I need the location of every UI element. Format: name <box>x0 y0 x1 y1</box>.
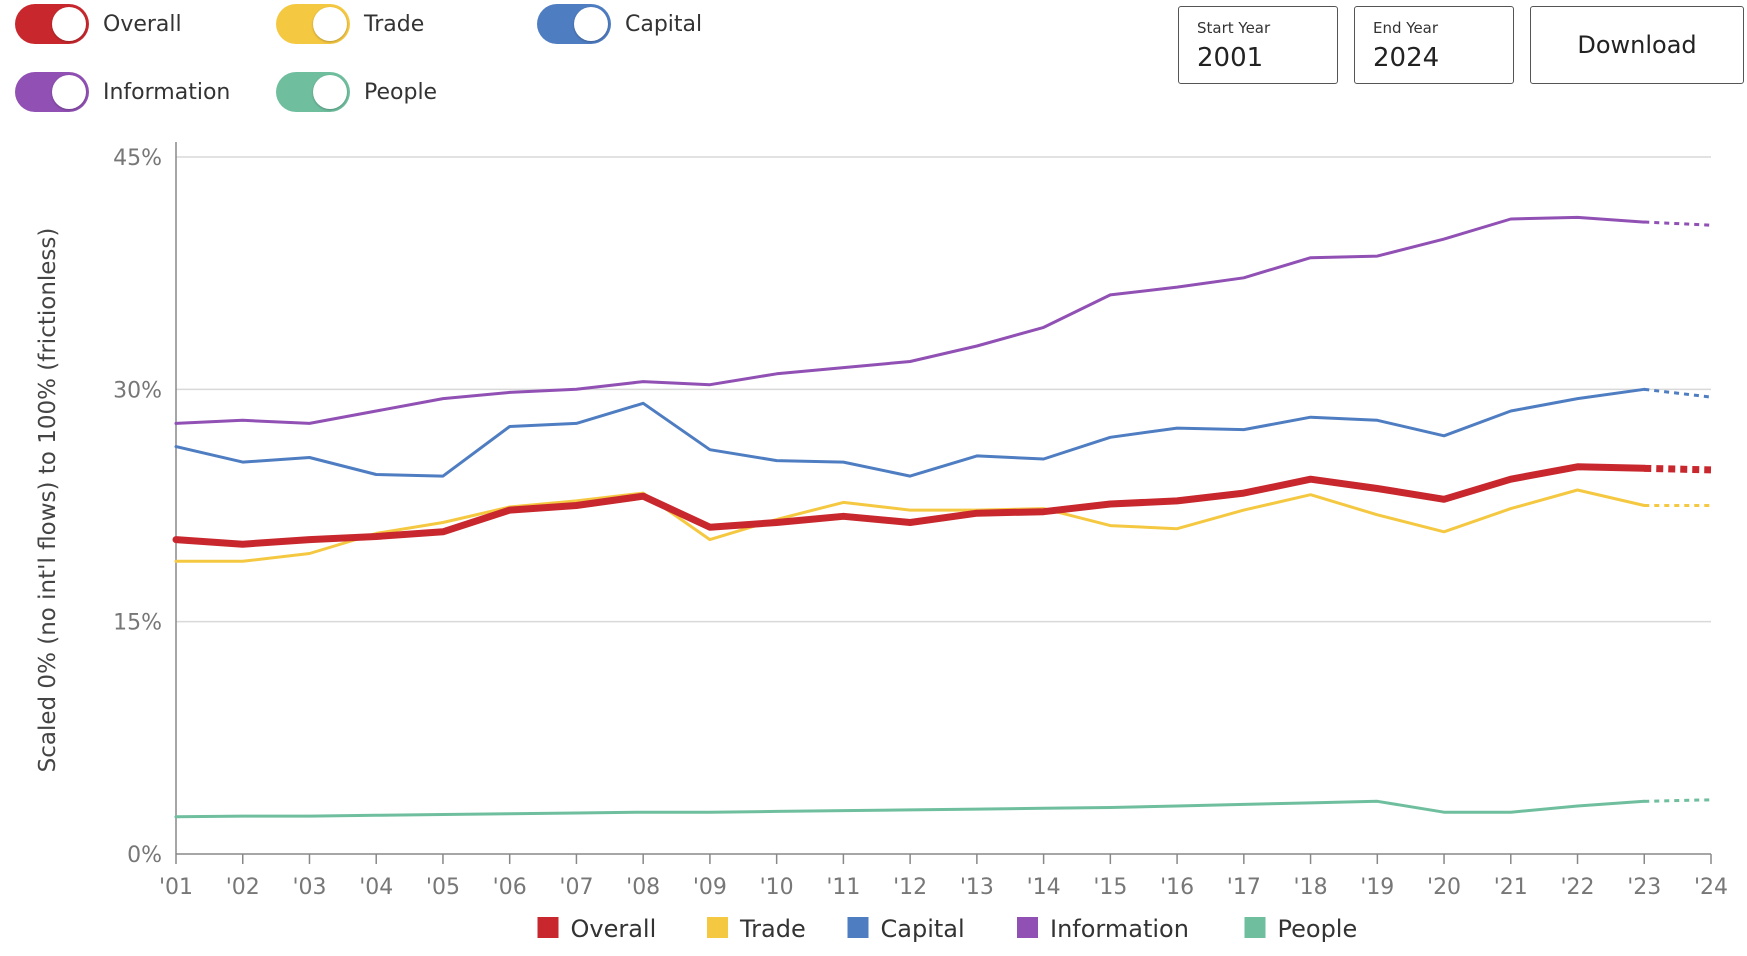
x-tick-label: '12 <box>893 875 927 900</box>
axes: 0% 15% 30% 45% '01 '02 '03 '04 '05 '06 '07 '08 '09 '1… <box>113 142 1728 900</box>
series-projection-capital <box>1644 387 1712 399</box>
x-tick-label: '03 <box>292 875 326 900</box>
end-year-label: End Year <box>1373 19 1439 37</box>
legend-label-information: Information <box>1050 915 1189 943</box>
series-line-trade <box>174 488 1646 563</box>
series-line-people <box>174 799 1646 819</box>
x-tick-label: '07 <box>559 875 593 900</box>
toggle-knob <box>313 7 347 41</box>
legend-swatch-capital <box>847 917 869 938</box>
x-tick-label: '10 <box>760 875 794 900</box>
y-tick-label: 30% <box>113 378 162 403</box>
toggle-knob <box>52 7 86 41</box>
y-tick-label: 45% <box>113 146 162 171</box>
x-tick-label: '13 <box>960 875 994 900</box>
x-tick-label: '09 <box>693 875 727 900</box>
x-tick-label: '06 <box>493 875 527 900</box>
legend-label-capital: Capital <box>881 915 965 943</box>
y-tick-label: 15% <box>113 611 162 636</box>
x-tick-label: '01 <box>159 875 193 900</box>
x-tick-label: '18 <box>1294 875 1328 900</box>
toggle-trade[interactable]: Trade <box>276 4 424 44</box>
toggle-switch[interactable] <box>276 4 350 44</box>
x-tick-label: '22 <box>1560 875 1594 900</box>
toggle-label-trade: Trade <box>364 11 425 37</box>
x-tick-label: '11 <box>826 875 860 900</box>
series-projection-overall <box>1644 464 1712 474</box>
toggle-knob <box>313 75 347 109</box>
x-tick-label: '16 <box>1160 875 1194 900</box>
x-tick-label: '21 <box>1494 875 1528 900</box>
legend-swatch-overall <box>537 917 559 938</box>
legend-swatch-trade <box>707 917 728 938</box>
series-lines <box>172 215 1712 819</box>
y-axis-label: Scaled 0% (no int'l flows) to 100% (fric… <box>35 228 61 773</box>
toggle-knob <box>574 7 608 41</box>
toggle-switch[interactable] <box>15 72 89 112</box>
legend-label-overall: Overall <box>571 915 657 943</box>
x-tick-label: '08 <box>626 875 660 900</box>
series-projection-information <box>1644 220 1712 227</box>
x-tick-label: '17 <box>1227 875 1261 900</box>
toggle-information[interactable]: Information <box>15 72 230 112</box>
legend-swatch-information <box>1017 917 1038 938</box>
end-year-field[interactable]: End Year 2024 <box>1354 6 1514 84</box>
legend-label-trade: Trade <box>739 915 806 943</box>
series-projection-people <box>1644 798 1712 803</box>
x-tick-label: '15 <box>1093 875 1127 900</box>
end-year-value[interactable]: 2024 <box>1373 43 1440 73</box>
download-button[interactable]: Download <box>1530 6 1744 84</box>
toggle-label-overall: Overall <box>103 11 182 37</box>
legend-label-people: People <box>1278 915 1358 943</box>
x-tick-label: '19 <box>1360 875 1394 900</box>
chart-legend: Overall Trade Capital Information People <box>537 915 1358 943</box>
x-tick-label: '02 <box>226 875 260 900</box>
toggle-overall[interactable]: Overall <box>15 4 182 44</box>
start-year-value[interactable]: 2001 <box>1197 43 1264 73</box>
toggle-label-capital: Capital <box>625 11 703 37</box>
y-tick-label: 0% <box>127 843 162 868</box>
series-line-information <box>174 215 1646 425</box>
toggle-capital[interactable]: Capital <box>537 4 702 44</box>
toggle-switch[interactable] <box>276 72 350 112</box>
x-tick-label: '20 <box>1427 875 1461 900</box>
gridlines <box>176 156 1711 623</box>
start-year-label: Start Year <box>1197 19 1271 37</box>
series-line-overall <box>172 463 1648 548</box>
x-tick-label: '14 <box>1027 875 1061 900</box>
x-tick-label: '24 <box>1694 875 1728 900</box>
toggle-knob <box>52 75 86 109</box>
toggle-switch[interactable] <box>15 4 89 44</box>
x-tick-label: '04 <box>359 875 393 900</box>
x-tick-label: '05 <box>426 875 460 900</box>
x-tick-label: '23 <box>1627 875 1661 900</box>
legend-swatch-people <box>1244 917 1266 938</box>
start-year-field[interactable]: Start Year 2001 <box>1178 6 1338 84</box>
toggle-people[interactable]: People <box>276 72 437 112</box>
toggle-switch[interactable] <box>537 4 611 44</box>
toggle-label-information: Information <box>103 79 231 105</box>
series-line-capital <box>174 387 1646 478</box>
toggle-label-people: People <box>364 79 438 105</box>
